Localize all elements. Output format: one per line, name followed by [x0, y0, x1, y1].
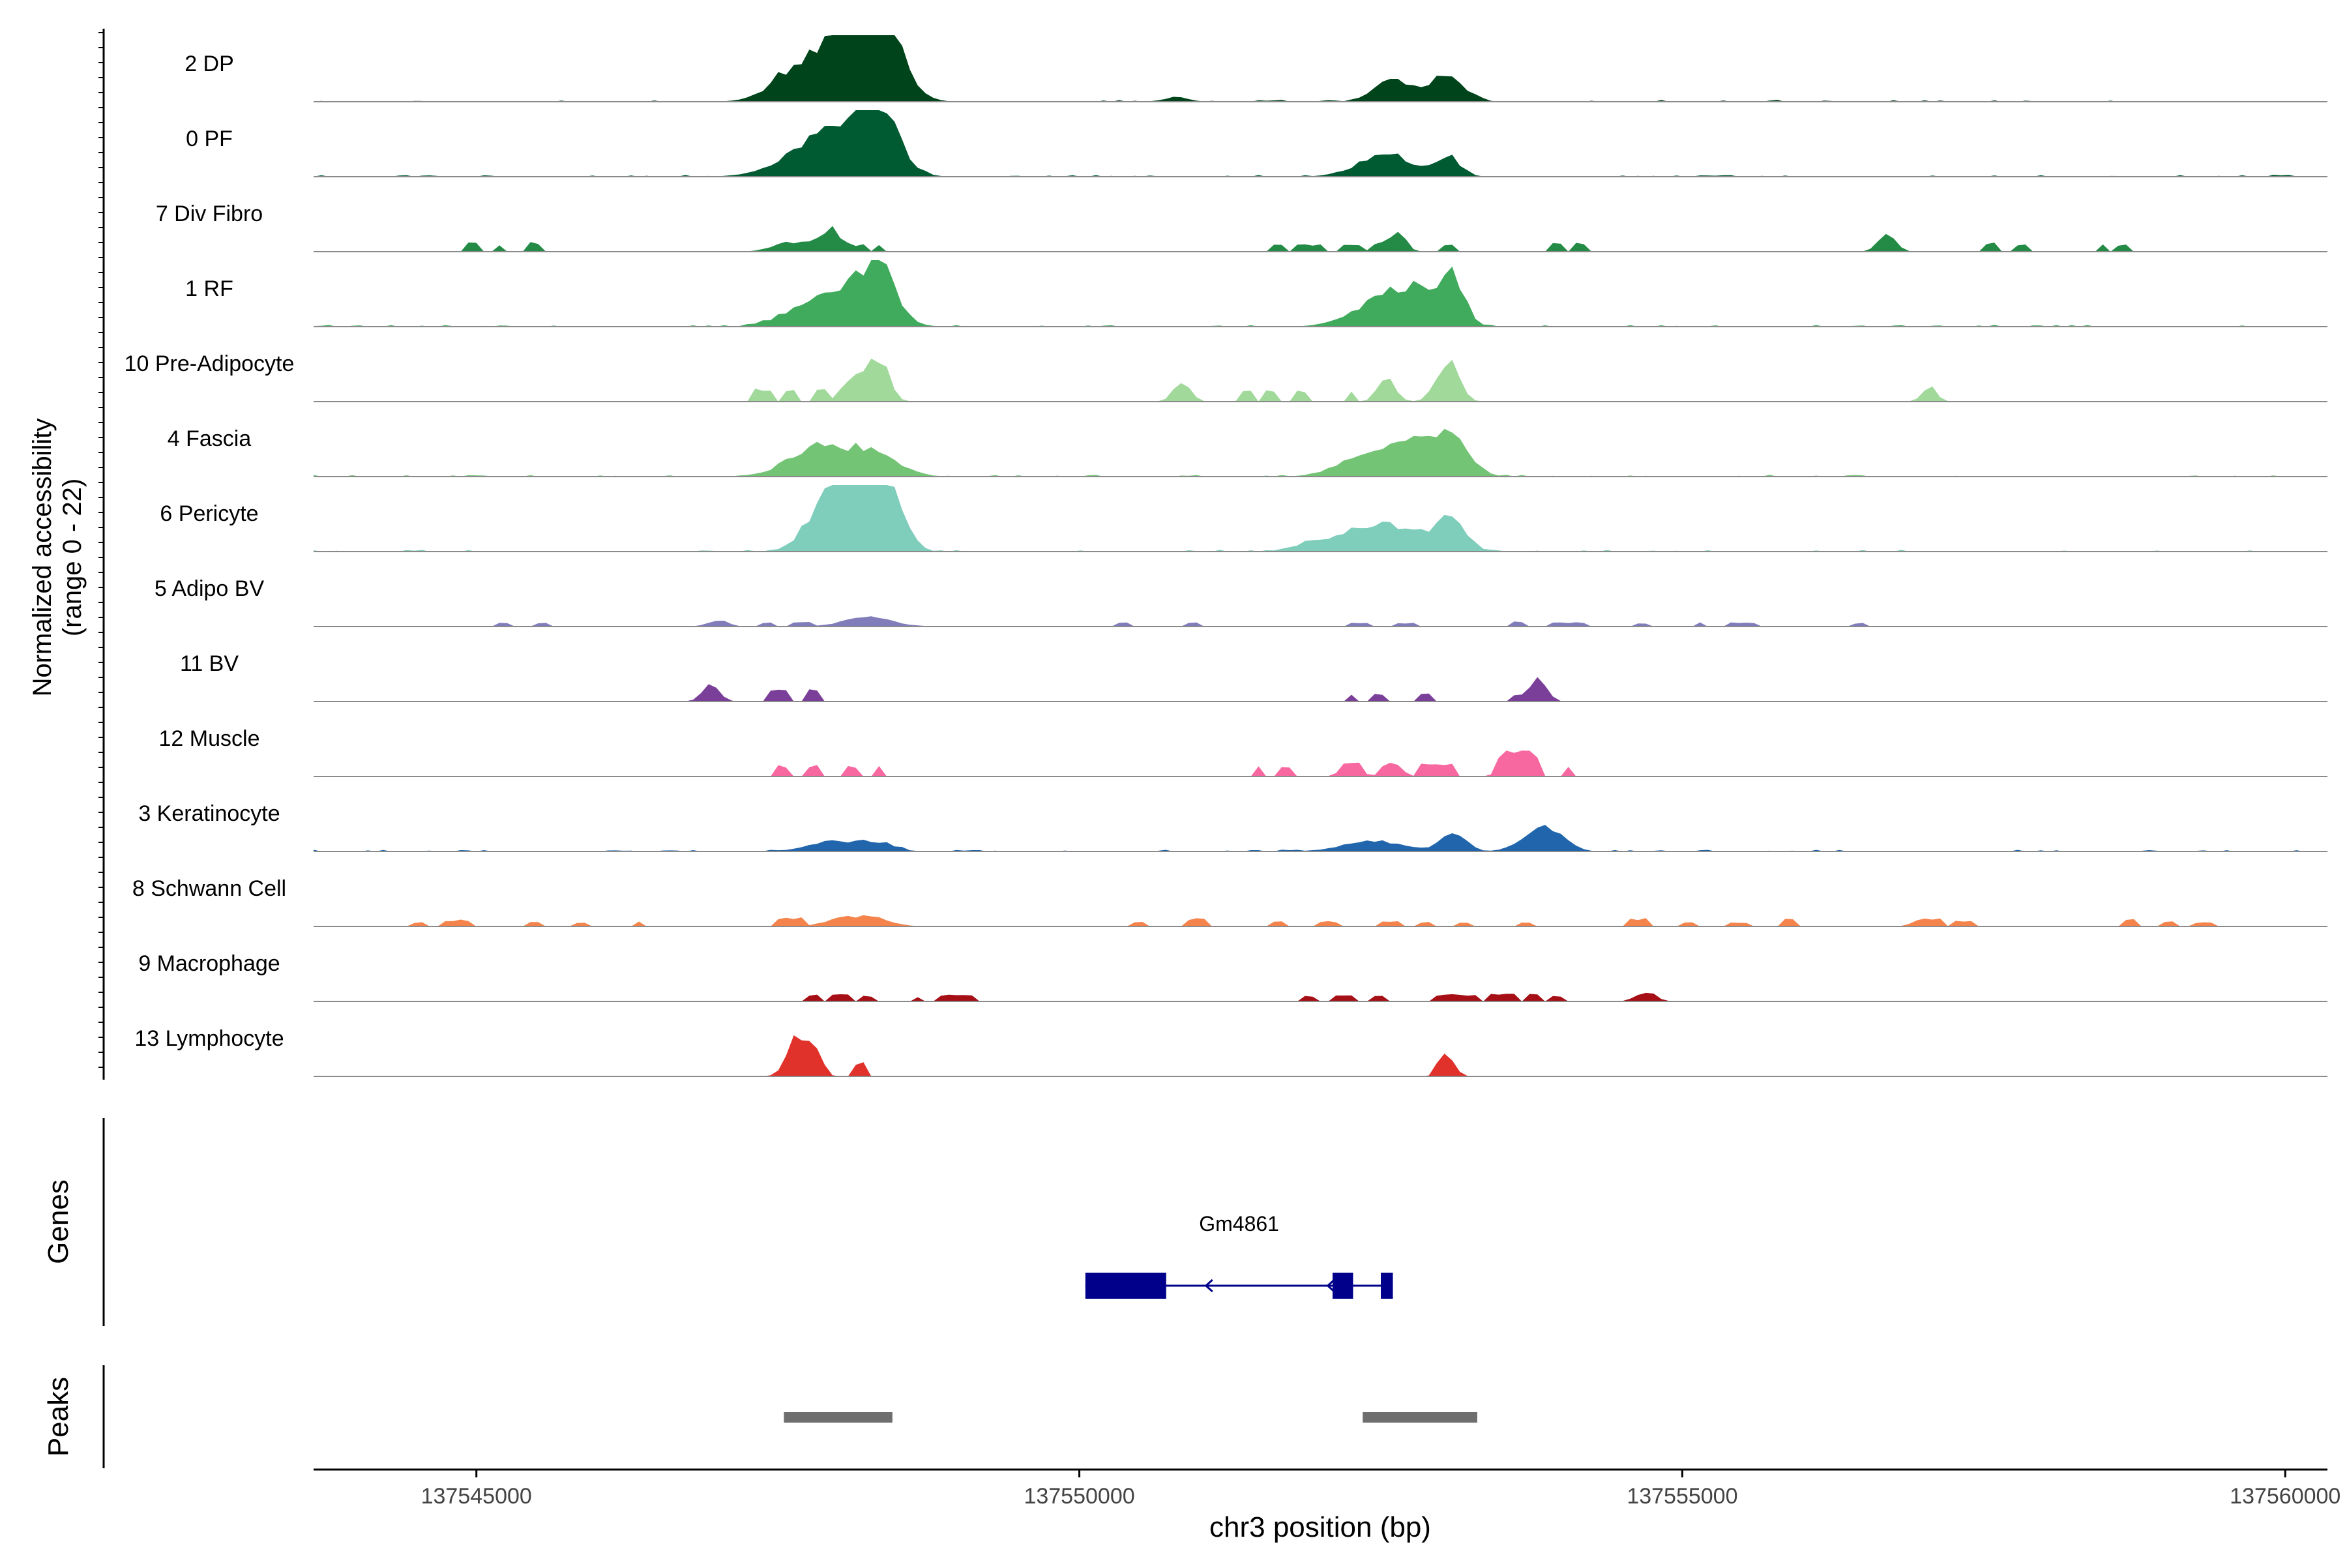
track-label: 0 PF [186, 126, 233, 151]
strand-arrow [1326, 1279, 1335, 1293]
peak-bars [784, 1412, 1477, 1423]
track-3-keratinocyte: 3 Keratinocyte [138, 801, 2327, 852]
track-area [314, 750, 2327, 777]
track-label: 4 Fascia [168, 426, 252, 451]
track-label: 10 Pre-Adipocyte [125, 351, 295, 376]
track-label: 9 Macrophage [138, 951, 280, 976]
gene-models: Gm4861 [1085, 1212, 1393, 1299]
track-label: 6 Pericyte [160, 501, 258, 526]
track-label: 1 RF [185, 276, 233, 301]
track-4-fascia: 4 Fascia [168, 426, 2327, 477]
track-label: 7 Div Fibro [156, 201, 263, 226]
y-axis: Normalized accessibility (range 0 - 22) [28, 29, 105, 1080]
track-area [314, 616, 2327, 627]
y-axis-label-line2: (range 0 - 22) [58, 479, 87, 636]
track-area [314, 825, 2327, 851]
gene-exon [1085, 1273, 1166, 1299]
track-5-adipo-bv: 5 Adipo BV [155, 576, 2327, 627]
track-10-pre-adipocyte: 10 Pre-Adipocyte [125, 351, 2327, 402]
x-axis-ticks: 137545000 137550000 137555000 137560000 [421, 1470, 2340, 1509]
gene-gm4861: Gm4861 [1085, 1212, 1393, 1299]
gene-exon [1332, 1273, 1353, 1299]
x-tick-label: 137555000 [1627, 1484, 1737, 1509]
track-area [314, 359, 2327, 402]
track-6-pericyte: 6 Pericyte [160, 485, 2327, 552]
genes-track-label: Genes [42, 1179, 74, 1264]
peak-bar [784, 1412, 893, 1423]
track-area [314, 260, 2327, 327]
track-label: 11 BV [180, 651, 239, 676]
track-area [314, 485, 2327, 552]
track-area [314, 992, 2327, 1001]
track-label: 13 Lymphocyte [134, 1026, 284, 1051]
track-label: 12 Muscle [159, 726, 260, 751]
track-7-div-fibro: 7 Div Fibro [156, 201, 2327, 252]
accessibility-tracks: 2 DP 0 PF 7 Div Fibro 1 RF 10 Pre-Adipocyte 4… [125, 35, 2327, 1077]
peaks-track-label: Peaks [42, 1377, 74, 1457]
y-axis-ticks [98, 32, 104, 1068]
track-12-muscle: 12 Muscle [159, 726, 2327, 777]
strand-arrow [1204, 1279, 1213, 1293]
x-axis-label: chr3 position (bp) [1209, 1511, 1431, 1543]
track-area [314, 428, 2327, 477]
track-9-macrophage: 9 Macrophage [138, 951, 2327, 1002]
x-tick-label: 137550000 [1024, 1484, 1134, 1509]
track-2-dp: 2 DP [185, 35, 2327, 102]
track-11-bv: 11 BV [180, 651, 2327, 702]
track-label: 8 Schwann Cell [132, 876, 286, 901]
track-label: 2 DP [185, 52, 234, 76]
track-area [314, 1035, 2327, 1076]
track-1-rf: 1 RF [185, 260, 2327, 327]
gene-exon [1380, 1273, 1393, 1299]
track-area [314, 915, 2327, 926]
x-tick-label: 137560000 [2230, 1484, 2340, 1509]
peaks-track: Peaks [42, 1365, 1477, 1468]
peak-bar [1363, 1412, 1477, 1423]
track-0-pf: 0 PF [186, 110, 2327, 177]
gene-name: Gm4861 [1199, 1212, 1279, 1235]
track-label: 5 Adipo BV [155, 576, 265, 601]
track-area [314, 110, 2327, 177]
y-axis-label-line1: Normalized accessibility [28, 419, 57, 697]
track-area [314, 226, 2327, 252]
track-8-schwann-cell: 8 Schwann Cell [132, 876, 2327, 927]
gene-track: Genes Gm4861 [42, 1118, 1393, 1326]
track-label: 3 Keratinocyte [138, 801, 280, 826]
track-area [314, 677, 2327, 702]
track-13-lymphocyte: 13 Lymphocyte [134, 1026, 2327, 1077]
track-area [314, 35, 2327, 102]
x-tick-label: 137545000 [421, 1484, 532, 1509]
x-axis: 137545000 137550000 137555000 137560000 chr… [314, 1468, 2340, 1543]
